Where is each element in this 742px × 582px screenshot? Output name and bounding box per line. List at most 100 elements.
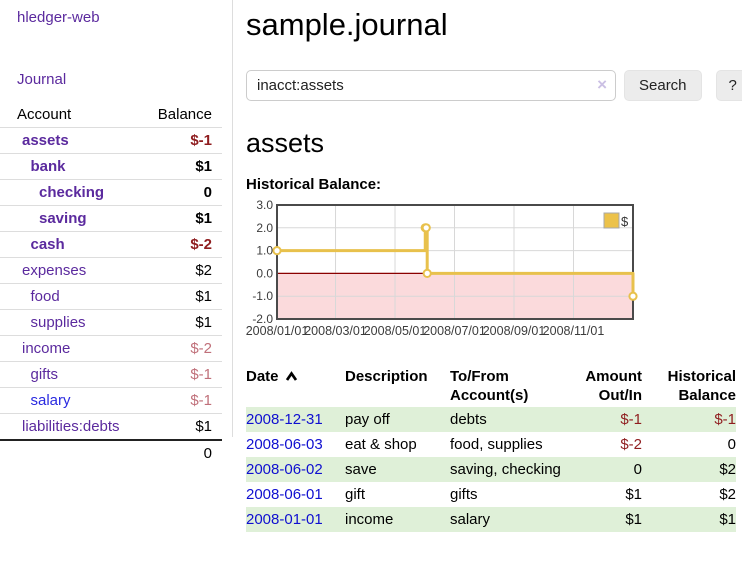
- register-table: Date Description To/From Account(s) Amou…: [246, 365, 736, 532]
- transaction-accounts: salary: [450, 511, 491, 528]
- svg-text:1.0: 1.0: [256, 244, 273, 258]
- account-page-title: assets: [246, 128, 325, 158]
- account-row: supplies $1: [0, 309, 222, 336]
- svg-text:-1.0: -1.0: [252, 289, 273, 303]
- accounts-column-header: To/From Account(s): [450, 368, 529, 404]
- account-balance: $1: [144, 413, 222, 441]
- transaction-amount: $-1: [620, 411, 642, 428]
- svg-text:$: $: [621, 214, 629, 229]
- description-column-header: Description: [345, 368, 428, 385]
- search-input[interactable]: [246, 70, 616, 101]
- accounts-total-row: 0: [0, 439, 222, 466]
- search-button[interactable]: Search: [624, 70, 702, 101]
- account-balance: $2: [144, 257, 222, 284]
- svg-text:2008/05/01: 2008/05/01: [364, 324, 427, 338]
- account-balance: $1: [144, 309, 222, 336]
- svg-text:2008/01/01: 2008/01/01: [246, 324, 308, 338]
- date-column-header[interactable]: Date: [246, 365, 345, 407]
- accounts-column-header: Account: [0, 102, 145, 128]
- account-link[interactable]: saving: [39, 210, 87, 227]
- search-bar: × Search ?: [246, 70, 742, 101]
- svg-text:2008/03/01: 2008/03/01: [304, 324, 367, 338]
- data-point-marker: [628, 291, 638, 301]
- transaction-amount: $-2: [620, 436, 642, 453]
- transaction-description: income: [345, 511, 394, 528]
- data-point-marker: [272, 246, 282, 256]
- transaction-description: pay off: [345, 411, 390, 428]
- transaction-accounts: food, supplies: [450, 436, 543, 453]
- account-row: bank $1: [0, 153, 222, 180]
- transaction-description: eat & shop: [345, 436, 417, 453]
- chart-title: Historical Balance:: [246, 176, 382, 193]
- sort-ascending-icon: [285, 371, 297, 381]
- chart-legend: $: [603, 212, 629, 229]
- svg-text:2008/09/01: 2008/09/01: [483, 324, 546, 338]
- app-brand-link[interactable]: hledger-web: [17, 9, 100, 26]
- account-row: assets $-1: [0, 127, 222, 154]
- account-balance: $-1: [144, 361, 222, 388]
- transaction-date-link[interactable]: 2008-12-31: [246, 411, 323, 428]
- account-row: cash $-2: [0, 231, 222, 258]
- account-row: saving $1: [0, 205, 222, 232]
- register-row[interactable]: 2008-06-02 save saving, checking 0 $2: [246, 457, 736, 482]
- register-header-row: Date Description To/From Account(s) Amou…: [246, 365, 736, 407]
- account-link[interactable]: gifts: [30, 366, 59, 383]
- historical-balance-chart: 3.0 2.0 1.0 0.0 -1.0 -2.0 2008/01/01 2008/03/01…: [246, 198, 742, 345]
- balance-column-header: Balance: [144, 102, 222, 128]
- account-row: gifts $-1: [0, 361, 222, 388]
- account-balance: $1: [144, 283, 222, 310]
- transaction-balance: $-1: [714, 411, 736, 428]
- register-row[interactable]: 2008-01-01 income salary $1 $1: [246, 507, 736, 532]
- transaction-date-link[interactable]: 2008-06-01: [246, 486, 323, 503]
- account-link[interactable]: liabilities:debts: [22, 418, 120, 435]
- account-link[interactable]: bank: [30, 158, 66, 175]
- account-row: liabilities:debts $1: [0, 413, 222, 441]
- page-title: sample.journal: [246, 7, 448, 42]
- account-link[interactable]: cash: [30, 236, 65, 253]
- account-row: checking 0: [0, 179, 222, 206]
- svg-text:-2.0: -2.0: [252, 312, 273, 326]
- account-row: salary $-1: [0, 387, 222, 414]
- account-link[interactable]: supplies: [30, 314, 86, 331]
- help-button[interactable]: ?: [715, 70, 742, 101]
- transaction-date-link[interactable]: 2008-01-01: [246, 511, 323, 528]
- account-link[interactable]: income: [22, 340, 71, 357]
- clear-search-icon[interactable]: ×: [597, 75, 607, 94]
- account-link[interactable]: assets: [22, 132, 69, 149]
- transaction-balance: $1: [719, 511, 736, 528]
- register-row[interactable]: 2008-12-31 pay off debts $-1 $-1: [246, 407, 736, 432]
- register-row[interactable]: 2008-06-01 gift gifts $1 $2: [246, 482, 736, 507]
- account-row: expenses $2: [0, 257, 222, 284]
- account-link[interactable]: checking: [39, 184, 105, 201]
- transaction-accounts: saving, checking: [450, 461, 561, 478]
- account-balance: $1: [144, 205, 222, 232]
- transaction-description: gift: [345, 486, 366, 503]
- balance-column-header: Historical Balance: [667, 368, 736, 404]
- sidebar-item-journal[interactable]: Journal: [17, 71, 67, 88]
- transaction-date-link[interactable]: 2008-06-03: [246, 436, 323, 453]
- account-link[interactable]: expenses: [22, 262, 87, 279]
- sidebar: hledger-web Journal Account Balance asse…: [0, 0, 233, 466]
- account-balance: $1: [144, 153, 222, 180]
- main-content: sample.journal × Search ? assets Histori…: [246, 0, 742, 532]
- account-row: food $1: [0, 283, 222, 310]
- transaction-date-link[interactable]: 2008-06-02: [246, 461, 323, 478]
- transaction-accounts: gifts: [450, 486, 478, 503]
- svg-text:2008/11/01: 2008/11/01: [543, 324, 605, 338]
- account-balance: $-1: [144, 127, 222, 154]
- transaction-accounts: debts: [450, 411, 487, 428]
- transaction-balance: $2: [719, 486, 736, 503]
- account-link[interactable]: food: [30, 288, 60, 305]
- transaction-amount: $1: [625, 511, 642, 528]
- svg-text:2008/07/01: 2008/07/01: [423, 324, 486, 338]
- svg-text:3.0: 3.0: [256, 199, 273, 212]
- data-point-marker: [422, 268, 432, 279]
- account-balance: 0: [144, 179, 222, 206]
- register-row[interactable]: 2008-06-03 eat & shop food, supplies $-2 0: [246, 432, 736, 457]
- chart-canvas: 3.0 2.0 1.0 0.0 -1.0 -2.02008/01/012008/03/01…: [246, 198, 638, 338]
- transaction-description: save: [345, 461, 377, 478]
- account-balance: $-1: [144, 387, 222, 414]
- transaction-balance: 0: [727, 436, 736, 453]
- account-link[interactable]: salary: [30, 392, 71, 409]
- data-point-marker: [421, 223, 431, 233]
